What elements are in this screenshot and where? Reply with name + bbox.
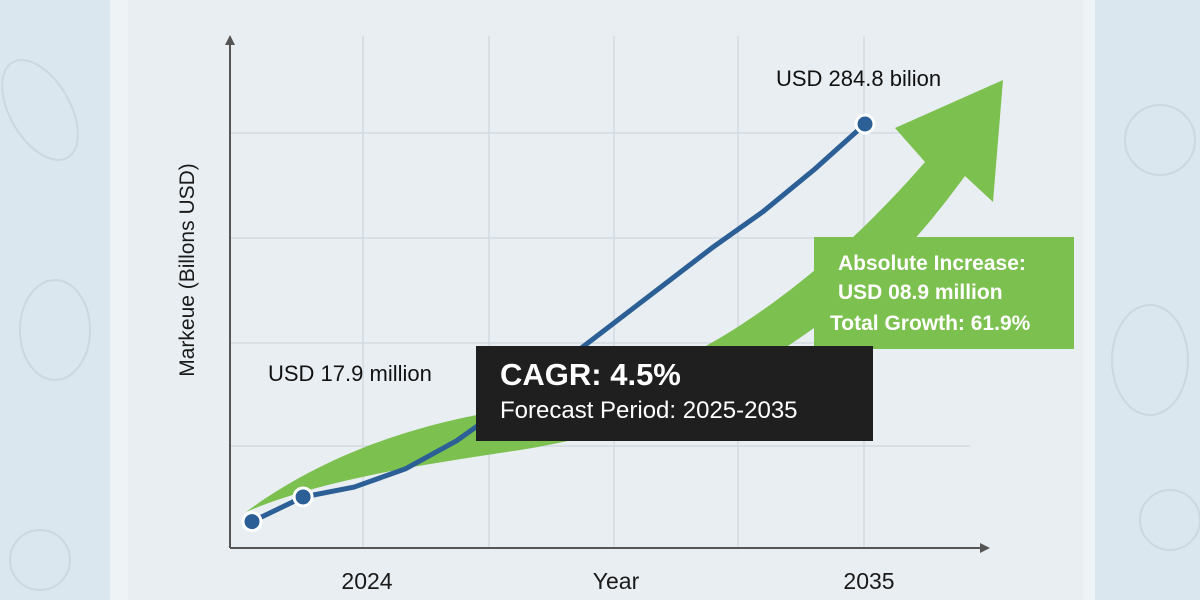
left-decorative-pattern [1, 59, 91, 591]
end-value-annotation: USD 284.8 bilion [776, 66, 942, 91]
x-tick-label-2035: 2035 [843, 568, 895, 594]
start-value-annotation: USD 17.9 million [268, 361, 432, 386]
absolute-increase-label: Absolute Increase: [838, 252, 1026, 275]
y-axis-label: Markeue (Billons USD) [176, 163, 199, 377]
right-decorative-pattern [1111, 104, 1200, 551]
data-point-2035 [854, 113, 876, 135]
x-axis-label: Year [592, 568, 640, 594]
x-axis-arrow [980, 543, 990, 553]
y-axis-arrow [225, 35, 235, 45]
data-point-2023 [241, 511, 263, 533]
cagr-value: CAGR: 4.5% [500, 357, 681, 392]
forecast-period: Forecast Period: 2025-2035 [500, 397, 798, 424]
x-tick-label-2024: 2024 [341, 568, 393, 594]
absolute-increase-value: USD 08.9 million [838, 281, 1003, 304]
cagr-box: CAGR: 4.5% Forecast Period: 2025-2035 [476, 346, 873, 441]
data-point-2024 [292, 486, 314, 508]
growth-summary-box: Absolute Increase: USD 08.9 million Tota… [814, 237, 1074, 349]
total-growth-value: Total Growth: 61.9% [830, 312, 1031, 335]
